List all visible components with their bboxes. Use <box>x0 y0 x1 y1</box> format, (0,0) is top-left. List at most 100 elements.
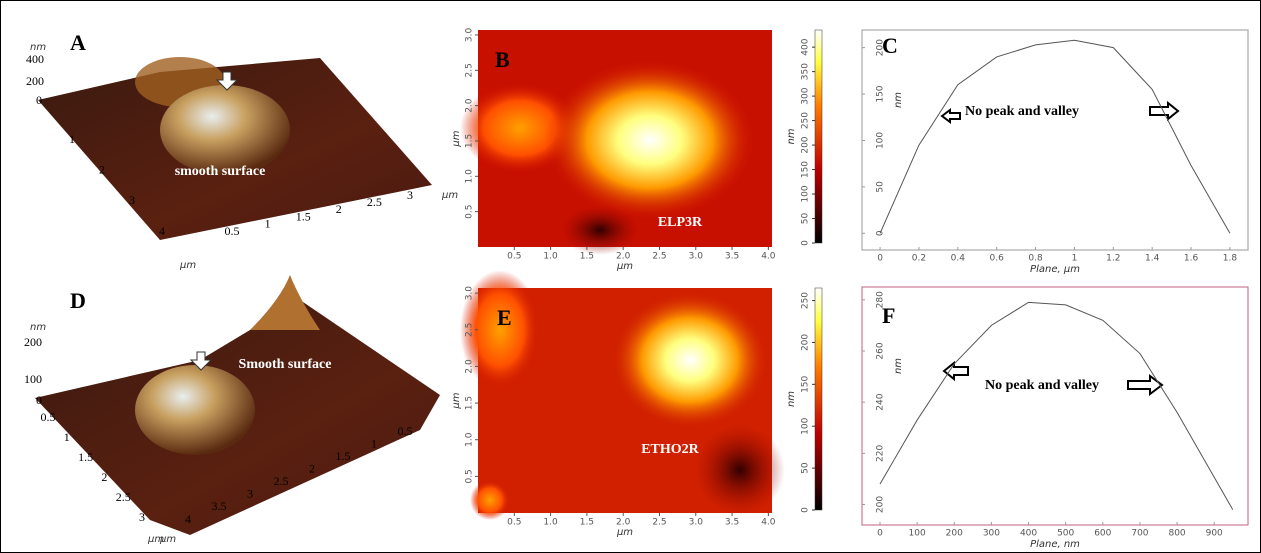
y-tick-label: 2.0 <box>465 359 475 374</box>
x-tick-label: 0 <box>877 529 883 539</box>
front-tick-label: 0.5 <box>225 224 240 238</box>
side-tick-label: 0.5 <box>41 410 56 424</box>
colorbar-tick-label: 150 <box>801 161 811 178</box>
heat-blob <box>545 60 755 220</box>
annotation: ETHO2R <box>641 442 699 457</box>
y-tick-label: 240 <box>876 393 886 410</box>
y-tick-label: 50 <box>876 181 886 193</box>
x-tick-label: 2.0 <box>616 252 631 262</box>
y-tick-label: 2.0 <box>465 98 475 113</box>
colorbar-tick-label: 350 <box>801 63 811 80</box>
colorbar-tick-label: 250 <box>801 292 811 309</box>
front-tick-label: 3.5 <box>212 499 227 513</box>
side-tick-label: 1.5 <box>78 450 93 464</box>
z-tick-label: 400 <box>26 52 44 66</box>
x-tick-label: 3.0 <box>689 252 704 262</box>
y-axis-label: µm <box>451 130 462 147</box>
x-tick-label: 200 <box>946 529 963 539</box>
colorbar-tick-label: 150 <box>801 375 811 392</box>
arrow <box>1128 376 1162 394</box>
y-tick-label: 3.0 <box>465 286 475 301</box>
plot-frame <box>862 30 1248 250</box>
front-tick-label: 1 <box>265 217 271 231</box>
arrow <box>944 363 968 379</box>
x-tick-label: 3.5 <box>725 518 739 528</box>
x-tick-label: 700 <box>1131 529 1148 539</box>
side-tick-label: 4 <box>159 224 165 238</box>
y-tick-label: 2.5 <box>465 323 475 337</box>
x-tick-label: 0.5 <box>507 252 521 262</box>
x-tick-label: 0.6 <box>990 254 1005 264</box>
front-tick-label: 1.5 <box>336 449 351 463</box>
front-tick-label: 2 <box>336 202 342 216</box>
front-tick-label: 3 <box>407 188 413 202</box>
profile-line <box>880 40 1230 233</box>
colorbar <box>815 30 822 243</box>
arrow <box>1150 103 1178 119</box>
x-tick-label: 0 <box>877 254 883 264</box>
z-tick-label: 100 <box>24 372 42 386</box>
x-tick-label: 1.5 <box>580 518 594 528</box>
panel-letter: B <box>495 47 510 72</box>
annotation: No peak and valley <box>985 378 1099 393</box>
x-tick-label: 1.8 <box>1223 254 1238 264</box>
y-tick-label: 1.5 <box>465 134 475 148</box>
colorbar-tick-label: 300 <box>801 87 811 104</box>
side-axis-label: µm <box>179 260 196 271</box>
colorbar-label: nm <box>786 128 797 144</box>
colorbar-tick-label: 200 <box>801 334 811 351</box>
colorbar-tick-label: 200 <box>801 136 811 153</box>
x-tick-label: 3.0 <box>689 518 704 528</box>
y-axis-label: µm <box>451 392 462 409</box>
y-tick-label: 1.0 <box>465 169 475 184</box>
side-tick-label: 2 <box>101 470 107 484</box>
arrow <box>942 110 960 122</box>
z-tick-label: 200 <box>26 74 44 88</box>
front-tick-label: 4 <box>185 512 191 526</box>
colorbar <box>815 288 822 510</box>
y-tick-label: 3.0 <box>465 28 475 43</box>
annotation: ELP3R <box>658 215 703 230</box>
heat-blob <box>695 425 785 515</box>
surface-bump <box>160 85 290 175</box>
x-axis-label: Plane, nm <box>1030 539 1080 550</box>
annotation: smooth surface <box>175 164 266 179</box>
side-tick-label: 3 <box>129 193 135 207</box>
front-tick-label: 2.5 <box>274 474 289 488</box>
x-axis-label: µm <box>616 527 633 538</box>
heat-blob <box>470 480 510 520</box>
y-tick-label: 260 <box>876 342 886 359</box>
y-tick-label: 220 <box>876 444 886 461</box>
y-axis-label: nm <box>893 358 904 374</box>
x-tick-label: 0.8 <box>1028 254 1043 264</box>
x-tick-label: 4.0 <box>761 252 776 262</box>
panel-letter: E <box>497 305 512 330</box>
y-tick-label: 2.5 <box>465 63 475 77</box>
front-tick-label: 0.5 <box>398 424 413 438</box>
side-axis-label: µm <box>159 534 176 545</box>
colorbar-tick-label: 100 <box>801 185 811 202</box>
y-tick-label: 1.0 <box>465 432 475 447</box>
y-tick-label: 150 <box>876 85 886 102</box>
x-tick-label: 0.5 <box>507 518 521 528</box>
x-tick-label: 800 <box>1168 529 1185 539</box>
side-tick-label: 1 <box>64 430 70 444</box>
z-axis-label: nm <box>30 322 46 333</box>
front-tick-label: 1.5 <box>296 209 311 223</box>
z-tick-label: 200 <box>24 335 42 349</box>
surface-peak <box>250 275 320 330</box>
x-tick-label: 400 <box>1020 529 1037 539</box>
x-tick-label: 4.0 <box>761 518 776 528</box>
front-tick-label: 1 <box>371 436 377 450</box>
panel-letter: C <box>882 33 898 58</box>
x-tick-label: 600 <box>1094 529 1111 539</box>
x-axis-label: µm <box>616 261 633 272</box>
panel-letter: D <box>70 288 86 313</box>
side-tick-label: 2 <box>99 162 105 176</box>
front-axis-label: µm <box>441 190 458 201</box>
x-tick-label: 0.2 <box>912 254 926 264</box>
panel-letter: A <box>70 30 86 55</box>
surface-bump <box>135 365 255 455</box>
y-tick-label: 1.5 <box>465 396 475 410</box>
annotation: Smooth surface <box>239 357 332 372</box>
